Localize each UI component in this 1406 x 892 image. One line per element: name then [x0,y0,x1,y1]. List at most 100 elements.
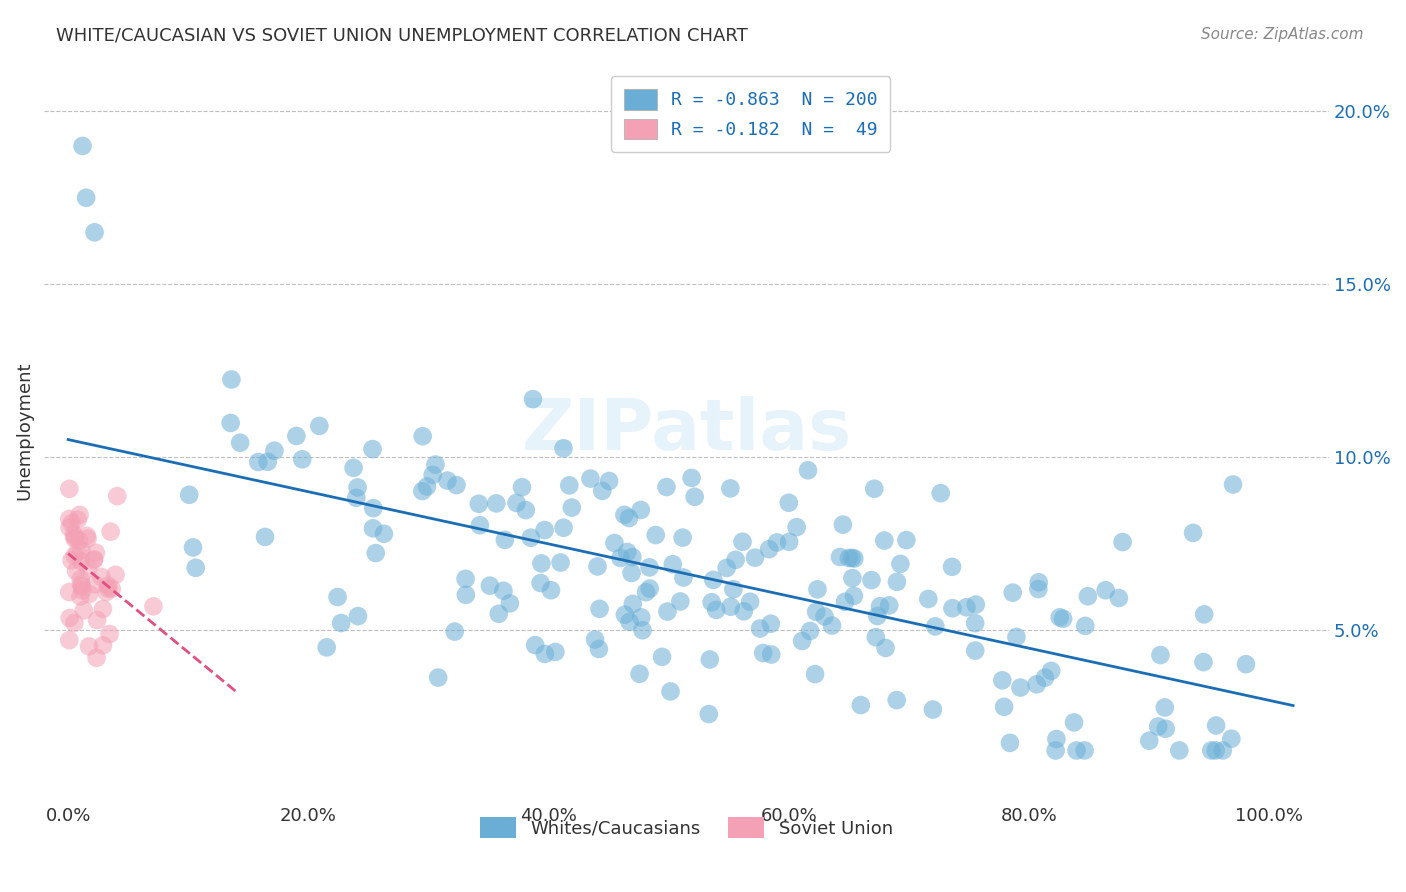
Point [1066,743,1088,757]
Point [66,545,89,559]
Text: ZIPatlas: ZIPatlas [522,396,852,466]
Point [929,486,952,500]
Point [1028,575,1050,590]
Point [799,624,821,638]
Point [488,607,510,621]
Point [65,564,87,578]
Point [84,546,107,560]
Point [485,496,508,510]
Point [655,480,678,494]
Point [96,585,118,599]
Point [533,523,555,537]
Point [553,521,575,535]
Point [731,534,754,549]
Point [886,574,908,589]
Point [1111,535,1133,549]
Point [58,633,80,648]
Point [534,647,557,661]
Point [631,624,654,638]
Point [998,736,1021,750]
Point [69,508,91,522]
Point [758,542,780,557]
Point [179,488,201,502]
Point [766,535,789,549]
Point [1149,648,1171,662]
Point [97,582,120,596]
Point [454,588,477,602]
Point [436,474,458,488]
Point [308,419,330,434]
Point [520,531,543,545]
Point [70,577,93,591]
Point [638,560,661,574]
Point [247,455,270,469]
Point [636,585,658,599]
Point [1074,619,1097,633]
Text: Source: ZipAtlas.com: Source: ZipAtlas.com [1201,27,1364,42]
Point [344,491,367,505]
Point [1052,612,1074,626]
Point [759,616,782,631]
Point [860,573,883,587]
Point [454,572,477,586]
Point [553,442,575,456]
Point [786,520,808,534]
Point [70,543,93,558]
Point [58,585,80,599]
Point [588,602,610,616]
Point [83,225,105,239]
Point [229,435,252,450]
Point [73,603,96,617]
Point [76,529,98,543]
Point [361,521,384,535]
Point [603,536,626,550]
Point [540,583,562,598]
Point [733,604,755,618]
Legend: Whites/Caucasians, Soviet Union: Whites/Caucasians, Soviet Union [472,810,900,846]
Point [326,590,349,604]
Point [806,582,828,597]
Point [330,615,353,630]
Point [1205,718,1227,732]
Point [752,646,775,660]
Point [613,508,636,522]
Point [683,490,706,504]
Point [744,550,766,565]
Point [702,573,724,587]
Point [1199,743,1222,757]
Point [1108,591,1130,605]
Point [58,482,80,496]
Point [1049,610,1071,624]
Point [1028,582,1050,596]
Point [1212,743,1234,757]
Point [58,520,80,534]
Point [63,530,86,544]
Point [869,599,891,614]
Point [797,463,820,477]
Point [644,528,666,542]
Point [609,551,631,566]
Point [598,474,620,488]
Point [886,693,908,707]
Point [965,616,987,631]
Point [724,553,747,567]
Point [841,571,863,585]
Point [720,599,742,614]
Point [993,699,1015,714]
Point [315,640,337,655]
Point [749,622,772,636]
Point [91,638,114,652]
Point [1234,657,1257,672]
Point [669,594,692,608]
Point [1205,743,1227,757]
Point [955,600,977,615]
Point [579,472,602,486]
Point [700,595,723,609]
Point [1001,585,1024,599]
Point [1094,583,1116,598]
Point [219,416,242,430]
Point [832,517,855,532]
Point [221,372,243,386]
Point [638,582,661,596]
Point [651,649,673,664]
